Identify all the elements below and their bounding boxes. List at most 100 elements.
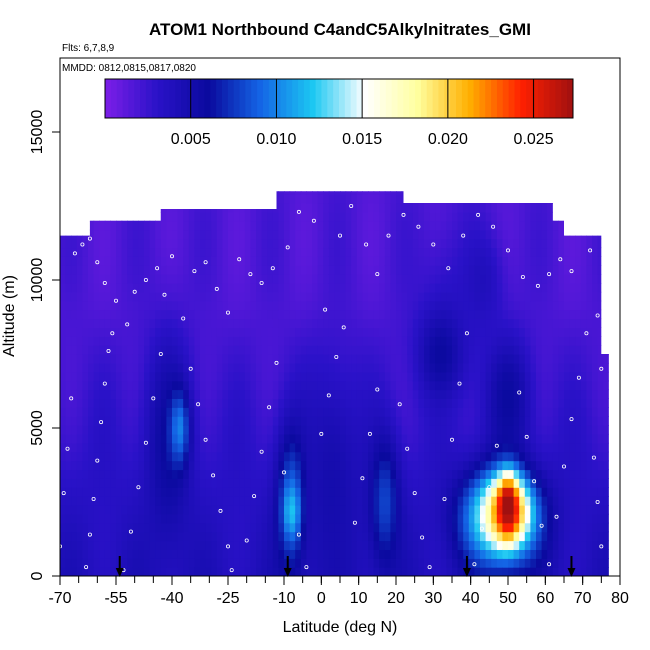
heatmap-cell — [592, 336, 599, 346]
heatmap-cell — [424, 478, 431, 488]
heatmap-cell — [440, 425, 447, 435]
heatmap-cell — [222, 371, 229, 382]
heatmap-cell — [603, 291, 609, 302]
heatmap-cell — [513, 451, 520, 462]
heatmap-cell — [261, 460, 268, 471]
heatmap-cell — [110, 549, 117, 559]
heatmap-cell — [116, 513, 123, 524]
heatmap-cell — [446, 265, 453, 275]
heatmap-cell — [368, 247, 375, 257]
heatmap-cell — [368, 540, 375, 550]
heatmap-cell — [401, 398, 408, 408]
heatmap-cell — [362, 327, 369, 337]
heatmap-cell — [513, 380, 520, 391]
heatmap-cell — [351, 203, 358, 213]
heatmap-cell — [82, 371, 89, 382]
flight-track-point — [599, 366, 604, 371]
heatmap-cell — [99, 433, 106, 444]
heatmap-cell — [138, 336, 145, 346]
heatmap-cell — [188, 371, 195, 382]
heatmap-cell — [278, 496, 285, 506]
heatmap-cell — [536, 398, 543, 408]
heatmap-cell — [312, 371, 319, 382]
heatmap-cell — [244, 522, 251, 533]
heatmap-cell — [603, 425, 609, 435]
heatmap-cell — [127, 433, 134, 444]
heatmap-cell — [575, 469, 582, 479]
heatmap-cell — [407, 398, 414, 408]
heatmap-cell — [216, 478, 223, 488]
heatmap-cell — [127, 238, 134, 249]
heatmap-cell — [603, 247, 609, 257]
heatmap-cell — [474, 513, 481, 524]
heatmap-cell — [278, 211, 285, 222]
heatmap-cell — [340, 407, 347, 417]
heatmap-cell — [188, 433, 195, 444]
heatmap-cell — [340, 513, 347, 524]
heatmap-cell — [267, 211, 274, 222]
heatmap-cell — [116, 487, 123, 497]
heatmap-cell — [289, 567, 296, 576]
heatmap-cell — [379, 362, 386, 373]
heatmap-cell — [116, 425, 123, 435]
heatmap-cell — [524, 567, 531, 576]
heatmap-cell — [519, 389, 526, 399]
heatmap-cell — [379, 371, 386, 382]
heatmap-cell — [205, 567, 212, 576]
heatmap-cell — [211, 407, 218, 417]
heatmap-cell — [306, 191, 313, 195]
heatmap-cell — [222, 398, 229, 408]
heatmap-cell — [127, 211, 134, 222]
heatmap-cell — [278, 318, 285, 328]
heatmap-cell — [502, 531, 509, 542]
heatmap-cell — [76, 336, 83, 346]
heatmap-cell — [267, 540, 274, 550]
heatmap-cell — [418, 309, 425, 320]
heatmap-cell — [250, 220, 257, 231]
heatmap-cell — [396, 256, 403, 266]
heatmap-cell — [300, 300, 307, 311]
heatmap-cell — [233, 220, 240, 231]
heatmap-cell — [233, 540, 240, 550]
heatmap-cell — [351, 451, 358, 462]
heatmap-cell — [211, 274, 218, 284]
heatmap-cell — [440, 327, 447, 337]
heatmap-cell — [60, 371, 67, 382]
heatmap-cell — [261, 229, 268, 240]
heatmap-cell — [345, 407, 352, 417]
heatmap-cell — [362, 345, 369, 355]
heatmap-cell — [524, 505, 531, 515]
heatmap-cell — [323, 478, 330, 488]
heatmap-cell — [580, 407, 587, 417]
heatmap-cell — [306, 478, 313, 488]
heatmap-cell — [474, 371, 481, 382]
heatmap-cell — [552, 558, 559, 568]
heatmap-cell — [558, 425, 565, 435]
heatmap-cell — [440, 291, 447, 302]
heatmap-cell — [334, 407, 341, 417]
heatmap-cell — [435, 256, 442, 266]
heatmap-cell — [552, 354, 559, 364]
heatmap-cell — [121, 380, 128, 391]
heatmap-cell — [155, 380, 162, 391]
heatmap-cell — [183, 265, 190, 275]
heatmap-cell — [508, 380, 515, 391]
heatmap-cell — [256, 433, 263, 444]
heatmap-cell — [110, 451, 117, 462]
heatmap-cell — [284, 487, 291, 497]
heatmap-cell — [580, 389, 587, 399]
heatmap-cell — [222, 265, 229, 275]
heatmap-cell — [597, 469, 604, 479]
heatmap-cell — [88, 558, 95, 568]
heatmap-cell — [468, 469, 475, 479]
heatmap-cell — [396, 229, 403, 240]
heatmap-cell — [575, 389, 582, 399]
heatmap-cell — [541, 398, 548, 408]
heatmap-cell — [149, 318, 156, 328]
heatmap-cell — [99, 309, 106, 320]
heatmap-cell — [267, 478, 274, 488]
heatmap-cell — [536, 380, 543, 391]
heatmap-cell — [592, 416, 599, 426]
heatmap-cell — [390, 291, 397, 302]
heatmap-cell — [373, 194, 380, 204]
